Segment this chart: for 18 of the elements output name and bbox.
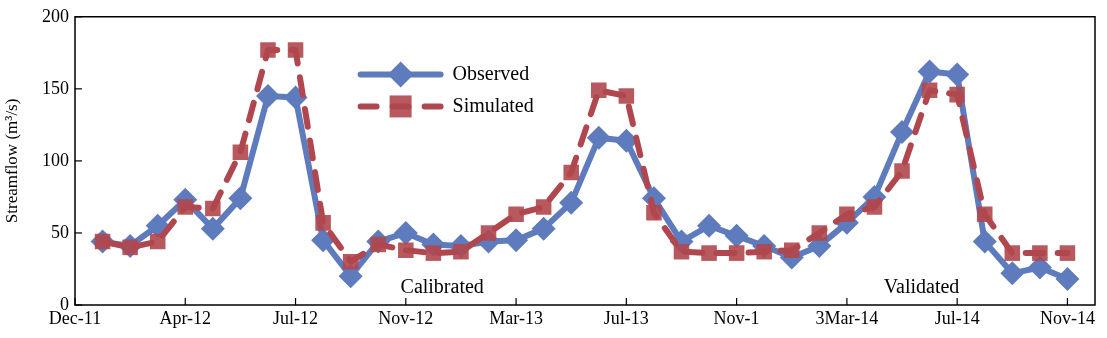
x-tick-label: Nov-1 [713,307,760,328]
y-tick-label: 150 [42,77,69,98]
annotation: Calibrated [400,275,484,297]
x-tick-label: Nov-14 [1039,307,1095,328]
y-tick-label: 200 [42,5,69,26]
x-tick-label: Nov-12 [378,307,434,328]
legend-label: Observed [452,61,530,84]
x-tick-label: Jul-13 [603,307,649,328]
y-tick-label: 100 [42,149,69,170]
annotation: Validated [883,275,960,297]
x-tick-label: Jul-14 [934,307,980,328]
x-tick-label: Jul-12 [273,307,319,328]
y-tick-label: 50 [51,221,69,242]
y-axis-title: Streamflow (m³/s) [1,98,21,224]
x-tick-label: Mar-13 [489,307,543,328]
x-tick-label: 3Mar-14 [815,307,879,328]
legend-label: Simulated [452,93,534,116]
x-tick-label: Apr-12 [159,307,212,328]
